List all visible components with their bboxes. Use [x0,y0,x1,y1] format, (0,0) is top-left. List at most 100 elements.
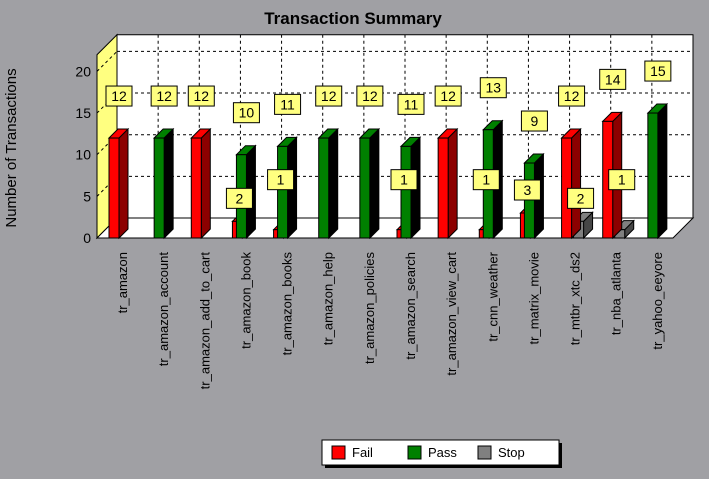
data-label-box [567,187,595,209]
data-label: 1 [277,172,285,188]
data-label: 12 [321,88,337,104]
legend-swatch-fail [331,445,346,460]
x-tick-label: tr_yahoo_eeyore [650,252,665,350]
bar-pass [317,127,339,240]
data-label-box [644,60,672,82]
bar-pass [152,127,175,240]
x-tick-label: tr_amazon_search [403,252,418,360]
y-tick-label: 20 [75,63,91,79]
data-label-box [274,93,302,115]
data-label: 12 [111,88,127,104]
data-label-box [390,169,418,191]
data-label: 13 [485,80,501,96]
bar-side [118,127,129,240]
bar-fail [190,127,212,240]
data-label: 9 [531,113,539,129]
data-label-box [472,169,500,191]
data-label-box [105,85,133,107]
data-label-box [187,85,215,107]
x-tick-label: tr_amazon_add_to_cart [197,252,212,390]
x-tick-label: tr_amazon [115,252,130,313]
data-label: 12 [156,88,172,104]
bar-side [163,127,174,240]
data-label: 11 [404,96,419,112]
y-tick-label: 0 [83,230,91,246]
gridline-side [96,175,118,197]
bar-front [647,112,659,239]
x-tick-label: tr_amazon_books [280,252,295,356]
data-label: 11 [280,96,295,112]
legend-swatch-pass [407,445,422,460]
gridline-side [96,134,118,156]
bar-side [328,127,339,240]
data-label-box [232,102,260,124]
data-label: 12 [564,88,580,104]
data-label: 2 [577,190,585,206]
data-label-box [520,110,548,132]
data-label-box [315,85,343,107]
data-label: 3 [524,182,532,198]
data-label-box [608,169,636,191]
bar-front [318,137,330,239]
data-label: 2 [236,190,244,206]
bar-front [190,137,202,239]
data-label: 14 [605,71,621,87]
y-axis-label: Number of Transactions [3,68,20,227]
legend: Fail Pass Stop [321,439,562,468]
bar-front [108,137,120,239]
bar-pass [276,136,298,240]
bar-pass [646,102,669,240]
data-label-box [558,85,586,107]
chart-title: Transaction Summary [264,9,442,28]
data-label-box [479,77,507,99]
x-tick-label: tr_mtbr_xtc_ds2 [568,252,583,345]
bar-side [447,127,458,240]
data-label: 1 [618,172,626,188]
x-tick-label: tr_amazon_account [156,252,171,367]
x-tick-label: tr_amazon_book [238,252,253,349]
y-tick-label: 15 [75,105,91,121]
x-tick-label: tr_nba_atlanta [609,251,624,335]
legend-label-pass: Pass [428,445,457,460]
bar-front [437,137,449,239]
data-label: 15 [650,63,666,79]
data-label-box [397,93,425,115]
x-tick-label: tr_amazon_help [321,252,336,345]
data-label-box [356,85,384,107]
bar-front [359,137,371,239]
data-label: 10 [239,105,255,121]
bar-pass [358,127,381,240]
bar-side [369,127,380,240]
legend-box [321,439,560,466]
data-label: 1 [400,172,408,188]
y-tick-label: 5 [83,188,91,204]
bar-side [571,127,582,240]
bar-side [200,127,211,240]
data-label: 12 [440,88,456,104]
gridline-side [96,51,118,72]
bar-front [523,162,535,239]
data-label-box [267,169,295,191]
legend-label-stop: Stop [498,445,525,460]
bar-front [153,137,165,239]
legend-swatch-stop [477,445,492,460]
data-label-box [434,85,462,107]
y-tick-label: 10 [75,147,91,163]
data-label: 12 [362,88,378,104]
data-label: 1 [482,172,490,188]
x-tick-label: tr_cnn_weather [485,251,500,341]
data-label-box [225,187,253,209]
x-tick-label: tr_amazon_view_cart [444,252,459,376]
bar-front [277,145,289,239]
x-tick-label: tr_amazon_policies [362,252,377,365]
legend-label-fail: Fail [352,445,373,460]
bar-fail [560,127,582,240]
data-label-box [513,179,541,201]
bar-side [657,102,668,240]
bar-fail [436,127,459,240]
data-label-box [599,68,627,90]
bar-front [400,145,412,239]
